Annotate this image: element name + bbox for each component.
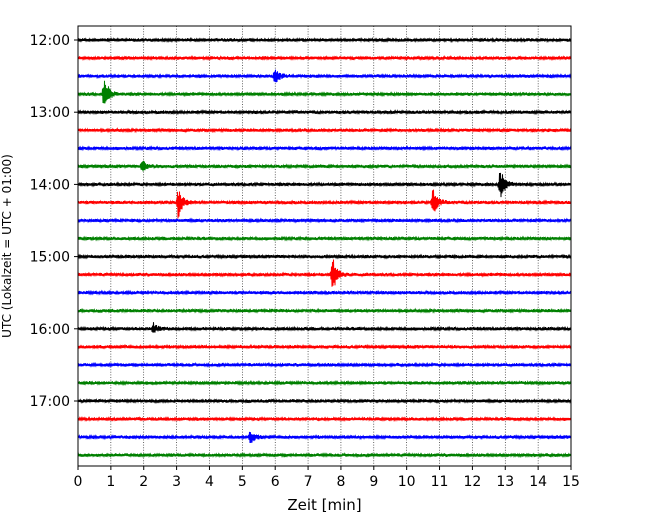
trace-15 (77, 307, 572, 314)
x-tick-label-2: 2 (139, 474, 148, 490)
x-tick-label-6: 6 (271, 474, 280, 490)
x-tick-label-13: 13 (496, 474, 514, 490)
trace-11 (77, 235, 572, 242)
trace-18 (77, 361, 572, 369)
x-axis-title: Zeit [min] (287, 496, 361, 514)
trace-8 (77, 172, 572, 198)
seismic-traces (77, 36, 572, 459)
trace-22 (77, 431, 572, 444)
trace-9 (77, 189, 572, 219)
trace-14 (77, 289, 572, 296)
trace-1 (77, 54, 572, 62)
trace-6 (77, 145, 572, 152)
trace-0 (77, 36, 572, 44)
trace-23 (77, 451, 572, 459)
x-tick-label-11: 11 (431, 474, 449, 490)
trace-12 (77, 253, 572, 260)
trace-17 (77, 343, 572, 350)
y-tick-label-17:00: 17:00 (30, 394, 70, 410)
trace-21 (77, 415, 572, 423)
plot-area (78, 26, 571, 466)
trace-2 (77, 69, 572, 83)
plot-frame (77, 25, 572, 467)
trace-7 (77, 160, 572, 172)
x-tick-label-10: 10 (398, 474, 416, 490)
x-tick-label-5: 5 (238, 474, 247, 490)
x-tick-label-7: 7 (304, 474, 313, 490)
trace-20 (77, 397, 572, 405)
y-tick-label-14:00: 14:00 (30, 177, 70, 193)
x-tick-label-14: 14 (529, 474, 547, 490)
y-tick-label-13:00: 13:00 (30, 105, 70, 121)
y-tick-label-15:00: 15:00 (30, 250, 70, 266)
y-tick-label-12:00: 12:00 (30, 33, 70, 49)
x-tick-label-12: 12 (463, 474, 481, 490)
trace-13 (77, 259, 572, 287)
trace-16 (77, 322, 572, 333)
y-axis-ticks: 12:00 13:00 14:00 15:00 16:00 17:00 (30, 33, 78, 410)
x-tick-label-15: 15 (562, 474, 580, 490)
x-tick-label-4: 4 (205, 474, 214, 490)
trace-10 (77, 217, 572, 224)
x-tick-label-0: 0 (74, 474, 83, 490)
trace-19 (77, 379, 572, 387)
x-tick-label-8: 8 (336, 474, 345, 490)
trace-5 (77, 127, 572, 134)
x-axis-ticks: 0 1 2 3 4 5 6 7 8 9 10 11 12 13 14 15 (74, 466, 580, 490)
trace-3 (77, 80, 572, 104)
x-tick-label-9: 9 (369, 474, 378, 490)
x-tick-label-3: 3 (172, 474, 181, 490)
y-tick-label-16:00: 16:00 (30, 322, 70, 338)
x-tick-label-1: 1 (106, 474, 115, 490)
trace-4 (77, 109, 572, 116)
y-axis-title: UTC (Lokalzeit = UTC + 01:00) (0, 154, 14, 338)
grid-lines (110, 26, 539, 466)
